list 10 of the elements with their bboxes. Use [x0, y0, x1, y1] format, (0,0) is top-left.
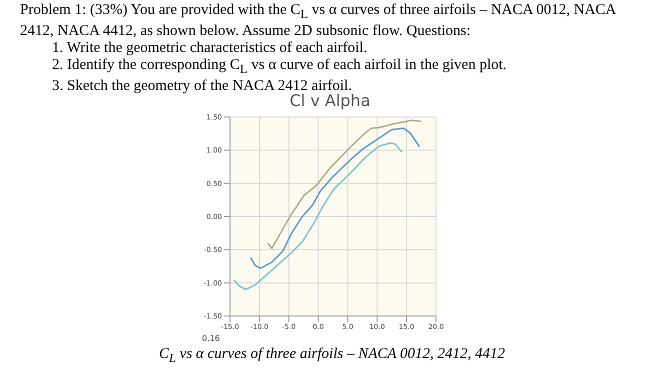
text: 0.16 — [202, 334, 220, 343]
text: 3. Sketch the geometry of the NACA 2412 airfoil. — [51, 78, 352, 94]
line-series — [233, 142, 403, 290]
text: C$_{L}$ vs α curves of three airfoils – NACA 0012, 2412, 4412 — [158, 346, 506, 366]
text: 1. Write the geometric characteristics of each airfoil. — [51, 40, 368, 57]
line-series — [250, 128, 420, 269]
chart-title: Cl v Alpha — [288, 91, 372, 110]
text: Problem 1: (33%) You are provided with the C$_{L}$ vs α curves of three airfoils – NACA 0012, NACA 2412, NACA 4412, as shown below. Assume 2D subsonic flow. Questions: — [20, 2, 617, 40]
line-series — [266, 120, 422, 250]
text: 2. Identify the corresponding C$_{L}$ vs α curve of each airfoil in the given plot. — [51, 57, 508, 78]
